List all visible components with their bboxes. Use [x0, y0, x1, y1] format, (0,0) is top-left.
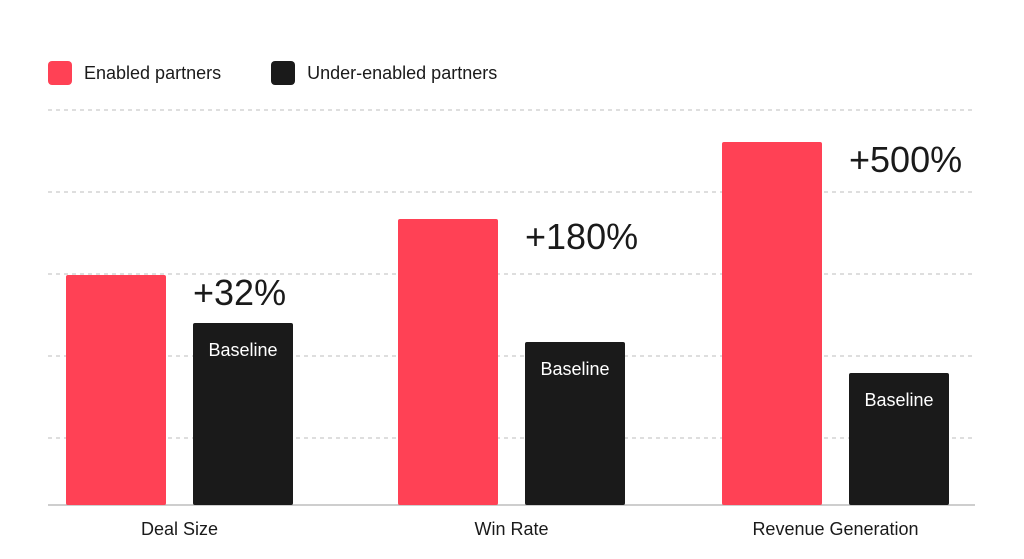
bar-underenabled-2 — [525, 342, 625, 505]
bar-enabled-2 — [398, 219, 498, 505]
data-label-enabled-2: +180% — [525, 216, 638, 257]
bar-enabled-3 — [722, 142, 822, 505]
legend-swatch-enabled — [48, 61, 72, 85]
data-label-enabled-3: +500% — [849, 139, 962, 180]
bar-underenabled-1 — [193, 323, 293, 505]
data-label-underenabled-2: Baseline — [540, 359, 609, 379]
bar-underenabled-3 — [849, 373, 949, 505]
legend-item-enabled: Enabled partners — [48, 61, 221, 85]
data-label-underenabled-1: Baseline — [208, 340, 277, 360]
bar-enabled-1 — [66, 275, 166, 505]
x-tick-label-3: Revenue Generation — [752, 519, 918, 539]
data-label-underenabled-3: Baseline — [864, 390, 933, 410]
legend-swatch-underenabled — [271, 61, 296, 85]
legend-item-underenabled: Under-enabled partners — [271, 61, 497, 85]
x-tick-label-2: Win Rate — [474, 519, 548, 539]
x-tick-label-1: Deal Size — [141, 519, 218, 539]
data-label-enabled-1: +32% — [193, 272, 286, 313]
legend: Enabled partners Under-enabled partners — [48, 60, 547, 86]
legend-label-enabled: Enabled partners — [84, 62, 222, 83]
legend-label-underenabled: Under-enabled partners — [307, 62, 498, 83]
